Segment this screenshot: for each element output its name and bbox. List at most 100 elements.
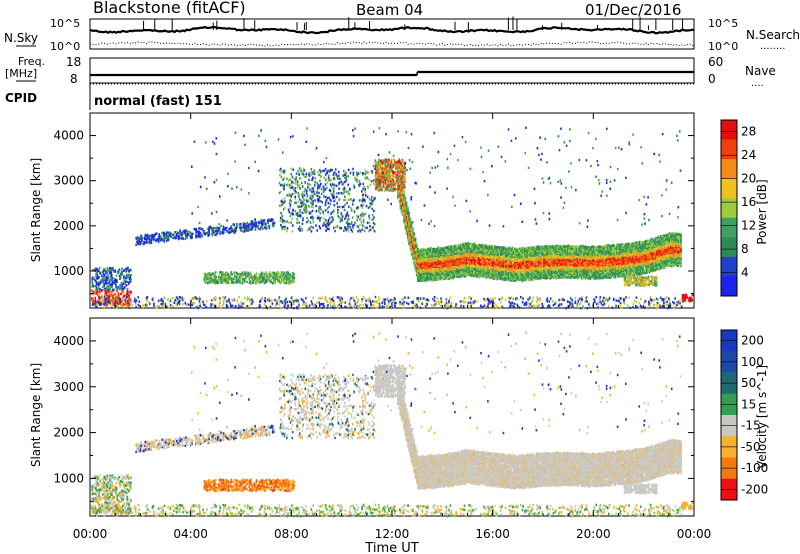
- power-cell: [407, 231, 409, 234]
- power-cell: [431, 265, 433, 269]
- power-cell: [410, 226, 413, 230]
- power-cell: [422, 259, 424, 263]
- power-cell: [431, 272, 433, 275]
- power-cell: [413, 262, 415, 266]
- noise-panel-frame: [89, 18, 695, 50]
- power-cell: [425, 256, 428, 260]
- power-cell: [432, 256, 434, 259]
- power-cell: [413, 232, 415, 235]
- power-cell: [400, 198, 403, 201]
- power-cell: [418, 267, 421, 270]
- power-cell: [423, 276, 426, 279]
- freq-label-line2: [MHz]: [5, 67, 37, 80]
- power-cell: [429, 264, 432, 268]
- power-cell: [436, 250, 438, 253]
- power-cell: [412, 235, 414, 239]
- power-cell: [427, 251, 429, 255]
- power-cell: [418, 279, 421, 283]
- nave-label: Nave: [745, 64, 776, 78]
- power-cell: [413, 242, 415, 245]
- power-cell: [418, 253, 421, 256]
- power-cell: [399, 193, 402, 196]
- power-cell: [425, 271, 428, 274]
- power-cell: [423, 261, 426, 265]
- power-cell: [397, 194, 399, 198]
- power-cell: [428, 261, 431, 265]
- power-cell: [409, 228, 412, 231]
- power-cell: [409, 238, 412, 242]
- power-cell: [407, 208, 409, 211]
- noise-tick-left-bottom: 10^0: [50, 40, 80, 53]
- power-cell: [410, 241, 413, 244]
- noise-traces: [89, 16, 695, 47]
- power-cell: [420, 250, 423, 253]
- power-cell: [418, 262, 421, 266]
- power-cell: [404, 224, 407, 227]
- power-cell: [413, 238, 415, 241]
- power-cell: [414, 259, 417, 262]
- power-cell: [425, 250, 428, 253]
- power-cell: [418, 271, 421, 275]
- power-cell: [412, 244, 414, 247]
- power-cell: [437, 247, 439, 251]
- power-cell: [412, 227, 414, 231]
- power-cell: [433, 268, 436, 272]
- power-cell: [408, 219, 410, 223]
- power-cell: [405, 222, 408, 226]
- power-cell: [407, 222, 409, 225]
- power-cell: [404, 216, 407, 219]
- power-cell: [419, 263, 422, 267]
- power-cell: [410, 251, 413, 254]
- power-cell: [405, 217, 408, 221]
- power-cell: [422, 256, 424, 259]
- power-cell: [397, 175, 399, 178]
- power-cell: [407, 234, 409, 238]
- power-cell: [427, 269, 429, 273]
- power-cell: [415, 253, 418, 256]
- power-cell: [434, 276, 437, 279]
- power-cell: [403, 212, 405, 216]
- radar-title: Blackstone (fitACF): [93, 0, 246, 17]
- power-cell: [436, 267, 438, 270]
- power-cell: [410, 221, 413, 224]
- power-cell: [438, 266, 441, 269]
- power-cell: [399, 200, 402, 204]
- power-cell: [432, 263, 434, 266]
- power-cell: [407, 233, 409, 236]
- power-cell: [414, 254, 417, 257]
- power-cell: [432, 249, 434, 253]
- power-cell: [436, 248, 438, 251]
- power-cell: [419, 265, 422, 269]
- power-cell: [398, 193, 400, 196]
- power-cell: [402, 196, 404, 200]
- power-cell: [399, 202, 402, 206]
- power-cell: [422, 264, 424, 268]
- power-cell: [427, 273, 429, 276]
- power-cell: [423, 268, 426, 271]
- power-cell: [423, 272, 426, 275]
- power-cell: [413, 253, 415, 256]
- power-cell: [417, 261, 419, 265]
- noise-tick-left-top: 10^5: [50, 17, 80, 30]
- power-cell: [429, 246, 432, 250]
- power-cell: [424, 249, 427, 252]
- power-cell: [402, 195, 404, 198]
- power-cell: [427, 258, 429, 261]
- power-cell: [422, 278, 424, 281]
- power-cell: [438, 277, 441, 281]
- cpid-value: normal (fast) 151: [94, 94, 222, 109]
- power-cell: [422, 272, 424, 276]
- power-cell: [422, 261, 424, 264]
- power-cell: [415, 248, 418, 251]
- power-cell: [424, 278, 427, 281]
- power-cell: [423, 248, 426, 251]
- power-cell: [400, 190, 403, 194]
- power-cell: [429, 255, 432, 258]
- power-cell: [419, 261, 422, 264]
- power-cell: [418, 248, 421, 252]
- power-cell: [415, 263, 418, 267]
- power-cell: [425, 252, 428, 255]
- power-cell: [407, 214, 409, 217]
- power-cell: [402, 213, 404, 216]
- cpid-label: CPID: [5, 91, 37, 105]
